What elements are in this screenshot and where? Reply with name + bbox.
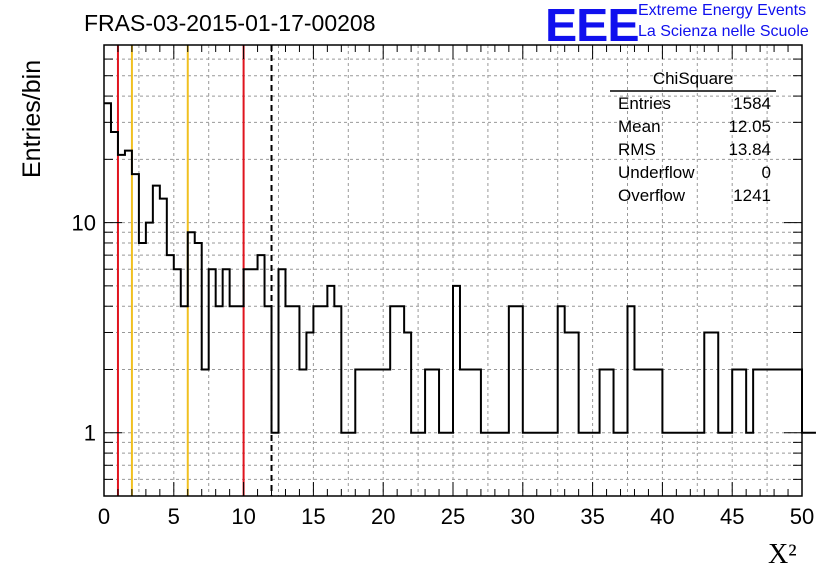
logo-tagline-2: La Scienza nelle Scuole [638,23,809,40]
y-axis-label: Entries/bin [18,60,46,178]
x-tick-label: 30 [511,504,535,529]
stats-label: RMS [618,140,656,159]
y-tick-label: 1 [84,421,96,446]
x-tick-label: 35 [580,504,604,529]
stats-label: Entries [618,94,671,113]
stats-label: Mean [618,117,661,136]
histogram-bars [104,102,816,434]
stats-value: 0 [762,163,771,182]
x-tick-label: 50 [790,504,814,529]
stats-name: ChiSquare [653,69,733,88]
x-tick-label: 20 [371,504,395,529]
stats-value: 1241 [733,186,771,205]
stats-value: 13.84 [728,140,771,159]
x-tick-label: 25 [441,504,465,529]
x-tick-label: 45 [720,504,744,529]
stats-value: 12.05 [728,117,771,136]
reference-lines [116,45,273,496]
x-tick-label: 15 [301,504,325,529]
stats-label: Overflow [618,186,686,205]
chart-title: FRAS-03-2015-01-17-00208 [84,10,376,36]
x-tick-label: 10 [231,504,255,529]
x-tick-label: 5 [168,504,180,529]
stats-value: 1584 [733,94,771,113]
x-axis: 0 5 10 15 20 25 30 35 40 45 50 [98,45,814,529]
x-axis-label: X² [768,539,797,570]
logo-tagline-1: Extreme Energy Events [638,2,807,19]
y-tick-label: 10 [72,211,96,236]
eee-logo: EEE [545,0,640,51]
y-axis: 1 10 [72,58,802,480]
x-tick-label: 40 [650,504,674,529]
stats-box: ChiSquare Entries 1584 Mean 12.05 RMS 13.84 Und… [610,69,776,205]
histogram-outline [104,102,816,434]
stats-label: Underflow [618,163,695,182]
x-tick-label: 0 [98,504,110,529]
